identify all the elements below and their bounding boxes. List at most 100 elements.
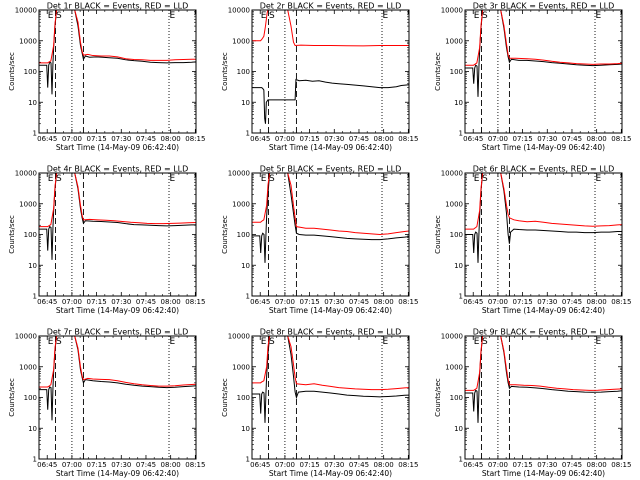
x-tick-label: 07:00 <box>488 298 508 306</box>
lld-series-line <box>465 336 622 391</box>
lld-series-line <box>252 336 409 391</box>
y-tick-label: 1000 <box>232 37 250 45</box>
x-tick-label: 07:45 <box>349 298 369 306</box>
y-tick-label: 100 <box>237 68 250 76</box>
event-marker-label: E <box>48 174 54 184</box>
event-marker-label: S <box>482 174 488 184</box>
x-tick-label: 07:45 <box>562 298 582 306</box>
plot-frame <box>251 172 410 297</box>
x-axis-label: Start Time (14-May-09 06:42:40) <box>269 306 392 315</box>
event-marker-label: E <box>596 11 602 21</box>
lld-series-line <box>39 336 196 388</box>
y-tick-label: 10 <box>454 99 463 107</box>
detector-panel: Det 9r BLACK = Events, RED = LLD 1 10 100 10… <box>434 328 631 479</box>
x-tick-label: 08:15 <box>398 461 418 469</box>
y-tick-label: 1 <box>459 456 463 464</box>
y-tick-label: 10000 <box>228 333 250 341</box>
event-marker-label: S <box>269 337 275 347</box>
y-tick-label: 1000 <box>445 363 463 371</box>
x-tick-label: 07:45 <box>349 461 369 469</box>
lld-series-line <box>39 10 196 64</box>
x-tick-label: 07:15 <box>87 298 107 306</box>
event-marker-label: E <box>596 337 602 347</box>
y-tick-label: 1 <box>33 456 37 464</box>
y-tick-label: 100 <box>450 394 463 402</box>
x-tick-label: 08:15 <box>185 461 205 469</box>
x-tick-label: 07:45 <box>136 461 156 469</box>
events-series-line <box>465 336 622 423</box>
x-tick-label: 07:30 <box>537 298 557 306</box>
x-axis-label: Start Time (14-May-09 06:42:40) <box>482 469 605 478</box>
x-tick-label: 07:15 <box>300 298 320 306</box>
panel-title: Det 2r BLACK = Events, RED = LLD <box>260 2 402 11</box>
x-tick-label: 07:00 <box>62 298 82 306</box>
y-tick-label: 100 <box>24 231 37 239</box>
y-axis-label: Counts/sec <box>8 52 16 91</box>
y-tick-label: 100 <box>237 231 250 239</box>
panel-title: Det 5r BLACK = Events, RED = LLD <box>260 165 402 174</box>
x-axis-label: Start Time (14-May-09 06:42:40) <box>269 469 392 478</box>
event-marker-label: E <box>48 337 54 347</box>
x-tick-label: 08:15 <box>611 298 631 306</box>
y-tick-label: 10000 <box>441 333 463 341</box>
detector-panel: Det 4r BLACK = Events, RED = LLD 1 10 100 10… <box>8 165 205 316</box>
detector-panel: Det 6r BLACK = Events, RED = LLD 1 10 100 10… <box>434 165 631 316</box>
events-series-line <box>465 10 622 97</box>
y-axis-label: Counts/sec <box>434 378 442 417</box>
events-series-line <box>39 10 196 95</box>
y-tick-label: 1000 <box>19 200 37 208</box>
y-tick-label: 1000 <box>19 363 37 371</box>
x-tick-label: 07:45 <box>562 461 582 469</box>
event-marker-label: E <box>261 337 267 347</box>
x-tick-label: 07:30 <box>537 135 557 143</box>
x-tick-label: 07:30 <box>324 135 344 143</box>
x-tick-label: 07:15 <box>87 135 107 143</box>
y-axis-label: Counts/sec <box>221 52 229 91</box>
x-axis-label: Start Time (14-May-09 06:42:40) <box>56 469 179 478</box>
y-tick-label: 100 <box>450 231 463 239</box>
x-tick-label: 07:45 <box>136 298 156 306</box>
event-marker-label: E <box>261 11 267 21</box>
event-marker-label: S <box>56 11 62 21</box>
x-tick-label: 08:15 <box>185 298 205 306</box>
panel-title: Det 9r BLACK = Events, RED = LLD <box>473 328 615 337</box>
event-marker-label: S <box>56 337 62 347</box>
x-axis-label: Start Time (14-May-09 06:42:40) <box>56 143 179 152</box>
x-tick-label: 07:00 <box>62 461 82 469</box>
y-axis-label: Counts/sec <box>221 378 229 417</box>
y-tick-label: 10 <box>454 425 463 433</box>
plot-frame <box>38 172 197 297</box>
x-tick-label: 08:00 <box>374 461 394 469</box>
lld-series-line <box>465 173 622 230</box>
y-tick-label: 10 <box>454 262 463 270</box>
x-tick-label: 06:45 <box>250 461 270 469</box>
x-tick-label: 07:30 <box>324 461 344 469</box>
panel-title: Det 8r BLACK = Events, RED = LLD <box>260 328 402 337</box>
y-tick-label: 10000 <box>15 170 37 178</box>
event-marker-label: S <box>269 11 275 21</box>
y-axis-label: Counts/sec <box>8 378 16 417</box>
y-tick-label: 100 <box>24 394 37 402</box>
panel-title: Det 7r BLACK = Events, RED = LLD <box>47 328 189 337</box>
y-tick-label: 10 <box>28 262 37 270</box>
event-marker-label: E <box>383 11 389 21</box>
y-tick-label: 1 <box>246 293 250 301</box>
lld-series-line <box>465 10 622 66</box>
lld-series-line <box>252 173 409 236</box>
events-series-line <box>39 336 196 421</box>
event-marker-label: E <box>170 174 176 184</box>
event-marker-label: E <box>383 174 389 184</box>
event-marker-label: E <box>261 174 267 184</box>
plot-frame <box>464 335 623 460</box>
x-tick-label: 06:45 <box>463 135 483 143</box>
detector-panel: Det 2r BLACK = Events, RED = LLD 1 10 100 10… <box>221 2 418 153</box>
y-tick-label: 1 <box>33 130 37 138</box>
y-tick-label: 1 <box>459 130 463 138</box>
x-tick-label: 07:00 <box>488 135 508 143</box>
x-tick-label: 07:15 <box>513 135 533 143</box>
y-tick-label: 1000 <box>19 37 37 45</box>
plot-frame <box>251 9 410 134</box>
x-tick-label: 06:45 <box>250 135 270 143</box>
y-tick-label: 1000 <box>445 200 463 208</box>
plot-frame <box>464 9 623 134</box>
